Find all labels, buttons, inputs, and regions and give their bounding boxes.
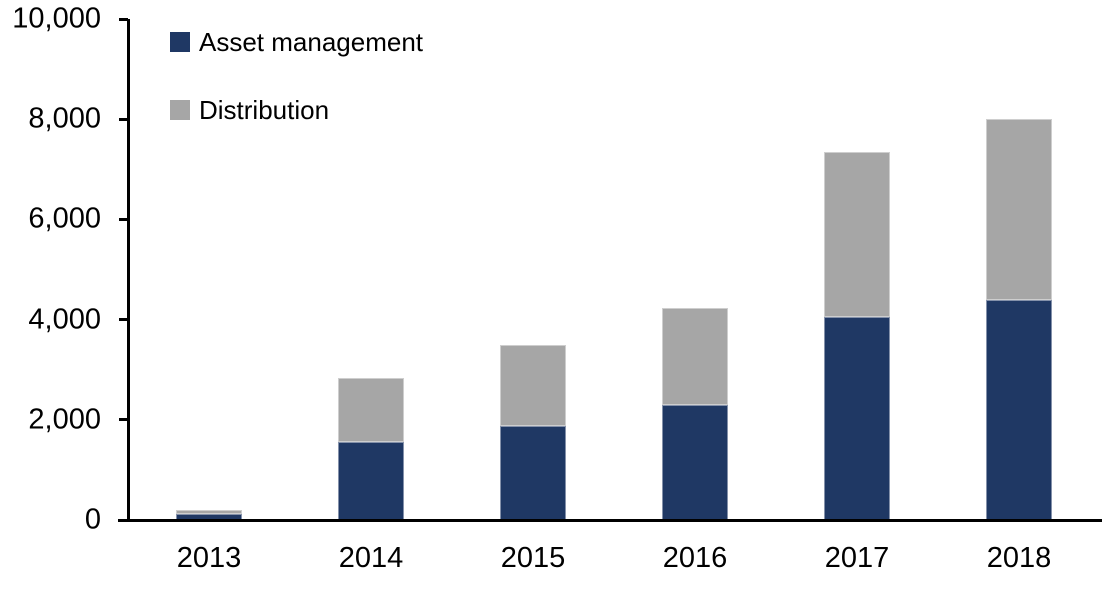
legend: Asset management Distribution [170,29,423,123]
legend-item-distribution: Distribution [170,97,423,123]
legend-swatch-distribution [170,100,190,120]
bar-2018-distribution-segment [986,119,1052,300]
x-category-label-2018: 2018 [986,542,1052,574]
bar-2015-asset-management-segment [500,425,566,520]
x-category-label-2016: 2016 [662,542,728,574]
y-tick [119,117,128,121]
y-tick-label: 0 [84,503,101,536]
y-tick [119,217,128,221]
y-tick [119,418,128,422]
y-tick-label: 6,000 [28,202,101,235]
y-tick-label: 10,000 [12,2,101,35]
x-axis-line [118,518,1102,522]
y-tick-label: 4,000 [28,303,101,336]
x-category-label-2013: 2013 [176,542,242,574]
bar-2013-asset-management-segment [176,513,242,520]
bar-2016-asset-management-segment [662,404,728,520]
y-tick [119,318,128,322]
bar-2017-asset-management-segment [824,317,890,520]
y-axis-line [127,19,130,522]
legend-label-asset-management: Asset management [199,27,424,57]
bar-2014-distribution-segment [338,377,404,443]
y-tick [119,17,128,21]
x-category-label-2015: 2015 [500,542,566,574]
x-category-label-2014: 2014 [338,542,404,574]
legend-swatch-asset-management [170,32,190,52]
legend-item-asset-management: Asset management [170,29,423,55]
x-category-label-2017: 2017 [824,542,890,574]
legend-label-distribution: Distribution [199,95,330,125]
bar-2013-distribution-segment [176,509,242,514]
bar-2015-distribution-segment [500,344,566,426]
y-tick [119,518,128,522]
y-tick-label: 8,000 [28,102,101,135]
y-tick-label: 2,000 [28,403,101,436]
bar-2017-distribution-segment [824,151,890,318]
bar-2016-distribution-segment [662,308,728,405]
bar-2014-asset-management-segment [338,442,404,520]
bar-2018-asset-management-segment [986,299,1052,520]
